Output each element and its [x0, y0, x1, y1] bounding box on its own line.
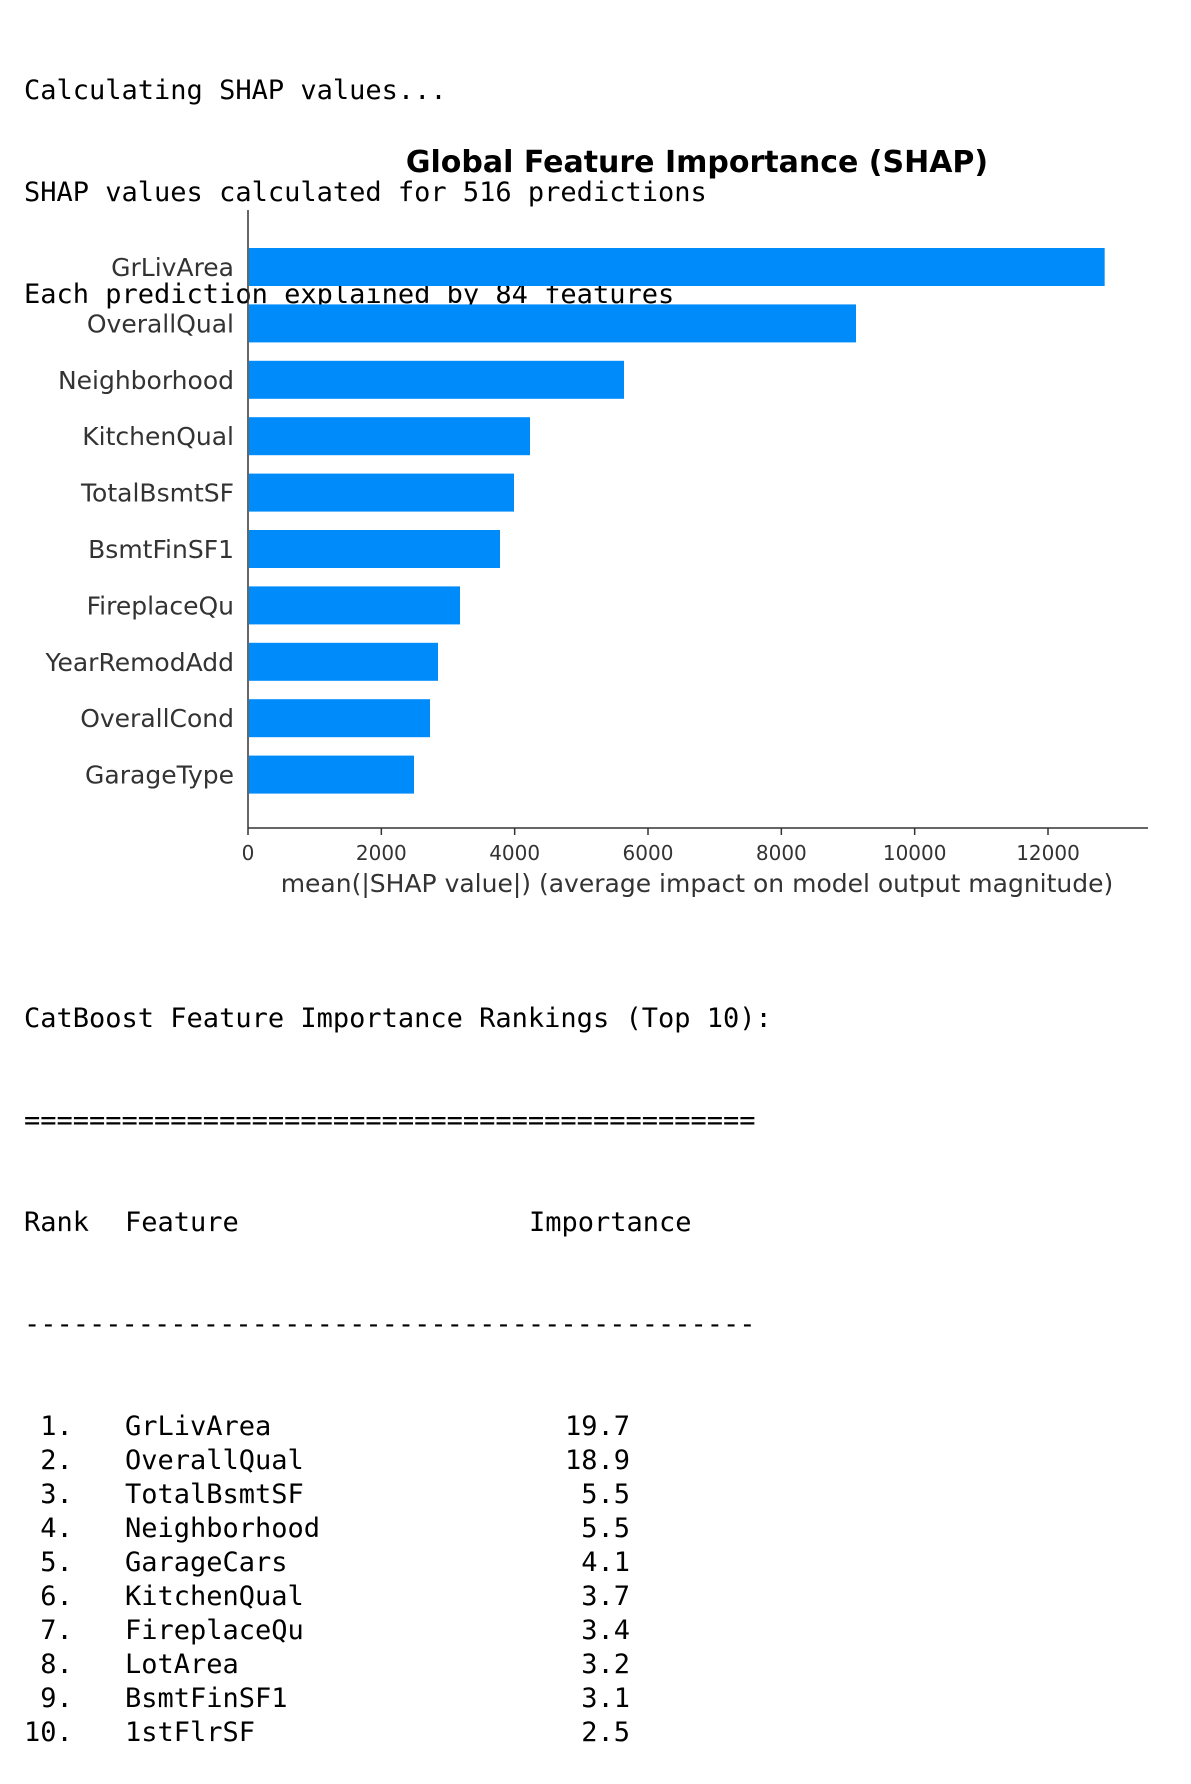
importance-cell: 3.7 — [581, 1581, 630, 1612]
table-row: 10. 1stFlrSF 2.5 — [24, 1716, 772, 1750]
x-tick-label: 10000 — [883, 841, 947, 865]
rank-rows: 1. GrLivArea 19.7 2. OverallQual 18.9 3. Tota… — [24, 1410, 772, 1750]
importance-cell: 19.7 — [564, 1411, 630, 1442]
table-header: Rank Feature Importance — [24, 1206, 772, 1240]
x-ticks: 0 2000 4000 6000 8000 10000 12000 — [242, 828, 1080, 865]
log-line-1: Calculating SHAP values... — [24, 75, 447, 106]
table-row: 9. BsmtFinSF1 3.1 — [24, 1682, 772, 1716]
table-row: 2. OverallQual 18.9 — [24, 1444, 772, 1478]
importance-cell: 5.5 — [581, 1513, 630, 1544]
bar-Neighborhood — [249, 360, 624, 399]
y-tick-label: GarageType — [85, 761, 234, 790]
bar-BsmtFinSF1 — [249, 530, 500, 568]
col-rank-header: Rank — [24, 1207, 90, 1238]
table-row: 5. GarageCars 4.1 — [24, 1546, 772, 1580]
y-tick-label: OverallQual — [87, 309, 234, 338]
y-tick-label: YearRemodAdd — [45, 648, 234, 677]
y-tick-label: TotalBsmtSF — [80, 479, 234, 508]
rankings-table: CatBoost Feature Importance Rankings (To… — [24, 934, 772, 1784]
table-row: 4. Neighborhood 5.5 — [24, 1512, 772, 1546]
y-tick-label: GrLivArea — [111, 253, 234, 282]
bar-OverallQual — [249, 304, 856, 343]
table-row: 8. LotArea 3.2 — [24, 1648, 772, 1682]
x-tick-label: 12000 — [1016, 841, 1080, 865]
bars-group — [249, 248, 1105, 794]
bar-GarageType — [249, 755, 414, 794]
table-row: 1. GrLivArea 19.7 — [24, 1410, 772, 1444]
importance-cell: 18.9 — [564, 1445, 630, 1476]
importance-cell: 3.4 — [581, 1615, 630, 1646]
bar-YearRemodAdd — [249, 642, 438, 681]
bar-KitchenQual — [249, 417, 530, 456]
x-axis-label: mean(|SHAP value|) (average impact on mo… — [281, 869, 1114, 898]
y-tick-label: OverallCond — [80, 704, 234, 733]
y-tick-label: KitchenQual — [82, 422, 234, 451]
double-rule: ========================================… — [24, 1105, 756, 1136]
importance-cell: 3.1 — [581, 1683, 630, 1714]
x-tick-label: 0 — [242, 841, 255, 865]
bar-FireplaceQu — [249, 586, 460, 625]
table-row: 3. TotalBsmtSF 5.5 — [24, 1478, 772, 1512]
bar-GrLivArea — [249, 248, 1105, 286]
importance-cell: 3.2 — [581, 1649, 630, 1680]
rankings-heading: CatBoost Feature Importance Rankings (To… — [24, 1003, 772, 1034]
log-line-2: SHAP values calculated for 516 predictio… — [24, 177, 707, 208]
importance-cell: 2.5 — [581, 1717, 630, 1748]
y-tick-label: FireplaceQu — [87, 591, 234, 620]
importance-cell: 4.1 — [581, 1547, 630, 1578]
y-tick-label: Neighborhood — [58, 366, 234, 395]
x-tick-label: 8000 — [756, 841, 807, 865]
bar-OverallCond — [249, 699, 430, 738]
x-tick-label: 6000 — [623, 841, 674, 865]
single-rule: ----------------------------------------… — [24, 1309, 756, 1340]
table-row: 6. KitchenQual 3.7 — [24, 1580, 772, 1614]
y-tick-label: BsmtFinSF1 — [88, 535, 234, 564]
bar-TotalBsmtSF — [249, 473, 514, 512]
col-importance-header: Importance — [529, 1207, 692, 1238]
x-tick-label: 4000 — [489, 841, 540, 865]
table-row: 7. FireplaceQu 3.4 — [24, 1614, 772, 1648]
chart-title: Global Feature Importance (SHAP) — [406, 145, 988, 180]
y-tick-labels: GrLivArea OverallQual Neighborhood KitchenQ… — [45, 253, 234, 790]
x-tick-label: 2000 — [356, 841, 407, 865]
col-feature-header: Feature — [125, 1207, 239, 1238]
shap-bar-chart: Global Feature Importance (SHAP) GrLivAr… — [45, 145, 1148, 898]
importance-cell: 5.5 — [581, 1479, 630, 1510]
